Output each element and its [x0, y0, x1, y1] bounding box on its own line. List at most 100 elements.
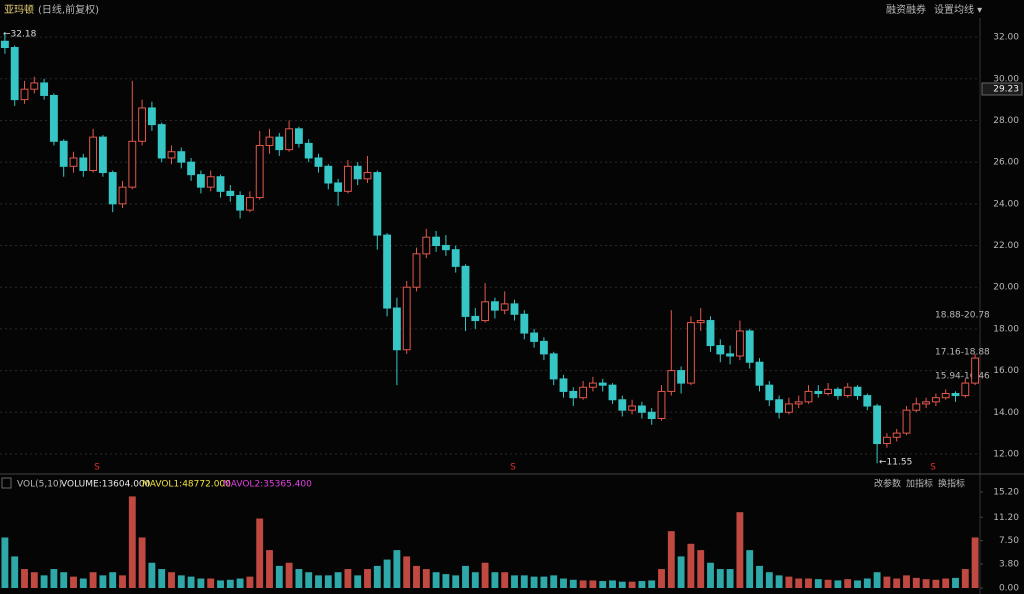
chip-range: 17.16-18.88 — [935, 348, 990, 358]
volume-bar — [60, 572, 68, 588]
volume-bar — [471, 572, 479, 588]
volume-bar — [197, 578, 205, 588]
volume-bar — [667, 531, 675, 588]
candle-body — [892, 432, 901, 438]
volume-bar — [207, 578, 215, 588]
y-tick-label: 24.00 — [993, 199, 1019, 209]
volume-bar — [89, 572, 97, 588]
margin-link[interactable]: 融资融券 — [886, 3, 926, 16]
volume-bar — [579, 580, 587, 588]
candle-body — [167, 151, 176, 159]
volume-bar — [128, 496, 136, 588]
volume-bar — [138, 537, 146, 588]
volume-bar — [912, 577, 920, 588]
volume-bar — [952, 577, 959, 588]
y-tick-label: 12.00 — [993, 449, 1019, 459]
volume-bar — [903, 575, 910, 588]
candle-body — [294, 128, 303, 144]
candle-body — [814, 390, 823, 395]
legend-volume: VOLUME:13604.000 — [61, 480, 151, 490]
button[interactable]: 加指标 — [906, 478, 933, 490]
candle-body — [451, 249, 460, 267]
y-tick-label: 0.00 — [999, 584, 1019, 594]
candle-body — [755, 361, 764, 386]
candle-body — [481, 301, 490, 322]
candle-body — [824, 388, 833, 395]
volume-bar — [70, 576, 77, 588]
legend-mavol1: MAVOL1:48772.000 — [142, 480, 231, 490]
volume-bar — [824, 579, 832, 588]
y-tick-label: 14.00 — [993, 408, 1019, 418]
candle-body — [324, 165, 333, 184]
candle-body — [804, 390, 813, 403]
candle-body — [520, 313, 529, 334]
candle-body — [922, 401, 931, 405]
candle-body — [647, 411, 656, 420]
candle-body — [500, 303, 509, 311]
volume-bar — [961, 569, 969, 588]
button[interactable]: 换指标 — [938, 478, 965, 490]
candle-body — [128, 140, 137, 188]
candle-body — [187, 161, 196, 176]
help-icon[interactable] — [1, 477, 12, 489]
volume-bar — [305, 572, 313, 588]
volume-bar — [50, 569, 58, 588]
candle-body — [657, 390, 666, 420]
volume-bar — [814, 579, 822, 588]
volume-bar — [648, 580, 656, 588]
indicator-name: VOL(5,10) — [17, 480, 62, 490]
volume-bar — [364, 569, 371, 588]
button[interactable]: 改参数 — [874, 478, 901, 490]
candle-body — [510, 303, 519, 315]
candle-body — [471, 315, 480, 322]
ma-setting[interactable]: 设置均线 ▾ — [934, 3, 982, 16]
y-tick-label: 28.00 — [993, 116, 1019, 126]
candle-body — [696, 320, 705, 324]
y-tick-label: 15.20 — [993, 488, 1019, 498]
candle-body — [422, 236, 431, 255]
y-tick-label: 7.50 — [999, 536, 1019, 546]
candle-body — [40, 82, 49, 96]
candle-body — [265, 136, 274, 146]
candle-body — [432, 236, 441, 247]
candle-body — [559, 378, 568, 392]
candle-body — [147, 107, 156, 126]
candle-body — [628, 405, 637, 411]
y-tick-label: 16.00 — [993, 366, 1019, 376]
candle-body — [686, 322, 695, 384]
y-tick-label: 11.20 — [993, 513, 1019, 523]
candle-body — [334, 182, 343, 192]
stock-name: 亚玛顿 — [4, 3, 34, 16]
candle-body — [236, 194, 245, 211]
volume-bar — [236, 578, 244, 588]
candle-body — [108, 172, 117, 205]
volume-bar — [158, 569, 166, 588]
candle-body — [275, 136, 284, 151]
candle-body — [30, 82, 39, 90]
volume-bar — [148, 562, 156, 588]
volume-bar — [413, 565, 420, 588]
candle-body — [853, 386, 862, 397]
volume-bar — [942, 578, 950, 588]
signal: S — [510, 463, 516, 473]
volume-bar — [168, 572, 175, 588]
candle-body — [794, 401, 803, 405]
candle-body — [569, 390, 578, 399]
candle-body — [530, 332, 539, 342]
candle-body — [667, 370, 676, 392]
candle-body — [608, 384, 617, 401]
volume-bar — [589, 580, 597, 588]
candle-body — [833, 388, 842, 397]
volume-bar — [40, 575, 48, 588]
y-tick-label: 18.00 — [993, 324, 1019, 334]
volume-bar — [501, 572, 509, 588]
candle-body — [216, 176, 225, 192]
candle-body — [882, 436, 891, 445]
candle-body — [314, 157, 323, 167]
candle-body — [863, 395, 872, 407]
volume-bar — [658, 569, 665, 588]
volume-bar — [354, 575, 362, 588]
candle-body — [902, 409, 911, 434]
